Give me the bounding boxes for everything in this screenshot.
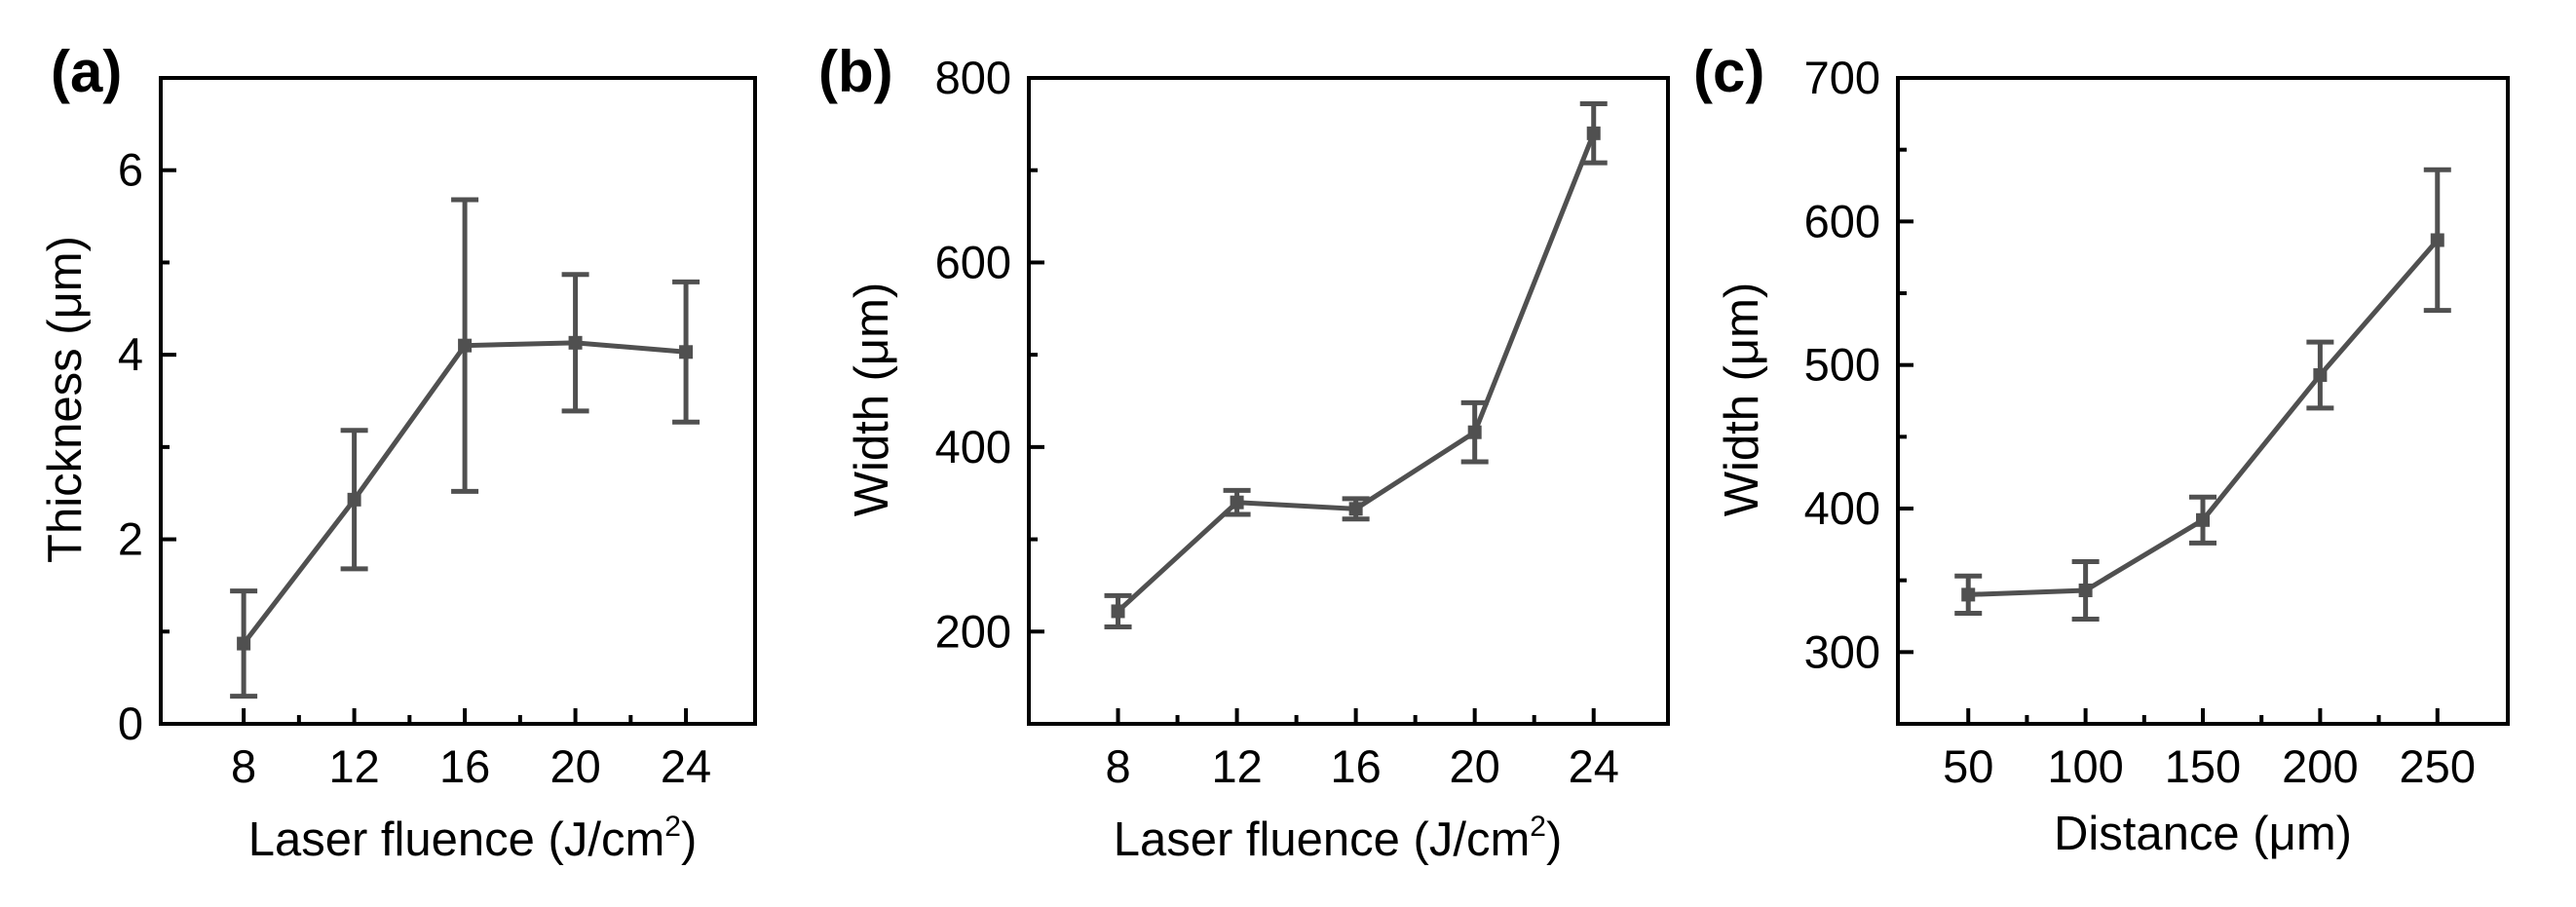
plot-area-b — [1027, 76, 1670, 726]
plot-frame-c — [1896, 76, 2510, 726]
data-point-c-1 — [2078, 583, 2093, 597]
data-point-a-1 — [347, 492, 361, 507]
x-tick-label-a-3: 20 — [549, 740, 600, 792]
y-tick-label-c-3: 600 — [1804, 195, 1880, 246]
y-tick-label-c-2: 500 — [1804, 339, 1880, 391]
x-tick-label-c-2: 150 — [2165, 740, 2241, 792]
plot-frame-a — [159, 76, 757, 726]
x-tick-label-b-0: 8 — [1105, 740, 1130, 792]
data-point-c-4 — [2430, 233, 2444, 247]
y-tick-label-b-1: 400 — [935, 421, 1011, 472]
x-tick-label-b-1: 12 — [1211, 740, 1262, 792]
y-tick-label-c-4: 700 — [1804, 52, 1880, 103]
data-point-b-2 — [1348, 502, 1363, 516]
panel-label-c: (c) — [1693, 39, 1764, 104]
x-tick-label-c-3: 200 — [2282, 740, 2358, 792]
plot-area-c — [1896, 76, 2510, 726]
data-point-b-3 — [1467, 425, 1482, 439]
y-tick-label-a-1: 2 — [118, 513, 143, 565]
y-axis-label-b: Width (μm) — [846, 283, 898, 517]
y-tick-label-a-0: 0 — [118, 698, 143, 749]
data-point-c-0 — [1961, 587, 1976, 602]
y-tick-label-b-3: 800 — [935, 52, 1011, 103]
x-tick-label-c-4: 250 — [2400, 740, 2476, 792]
plot-frame-b — [1027, 76, 1670, 726]
data-point-b-1 — [1230, 495, 1244, 510]
plot-area-a — [159, 76, 757, 726]
x-tick-label-a-1: 12 — [328, 740, 379, 792]
panel-a: (a) 0 2 4 6 8 12 16 20 24 Laser fluence … — [39, 39, 757, 866]
x-axis-label-b: Laser fluence (J/cm2) — [1114, 811, 1563, 866]
data-point-b-4 — [1586, 126, 1601, 140]
panel-label-b: (b) — [818, 39, 893, 104]
panel-b: (b) 200 400 600 800 8 12 16 20 24 Laser … — [818, 39, 1670, 866]
data-point-c-3 — [2313, 367, 2328, 382]
x-tick-label-a-2: 16 — [439, 740, 490, 792]
x-tick-label-c-1: 100 — [2047, 740, 2123, 792]
x-tick-label-a-0: 8 — [231, 740, 256, 792]
x-tick-label-b-3: 20 — [1450, 740, 1500, 792]
x-tick-label-b-4: 24 — [1569, 740, 1619, 792]
x-tick-label-a-4: 24 — [661, 740, 711, 792]
y-axis-label-a: Thickness (μm) — [39, 236, 92, 563]
y-axis-label-c: Width (μm) — [1716, 283, 1768, 517]
x-axis-label-c: Distance (μm) — [2054, 808, 2352, 860]
x-tick-label-c-0: 50 — [1943, 740, 1993, 792]
y-tick-label-c-0: 300 — [1804, 625, 1880, 677]
panel-c: (c) 300 400 500 600 700 50 100 150 200 2… — [1693, 39, 2510, 860]
y-tick-label-c-1: 400 — [1804, 482, 1880, 534]
data-point-b-0 — [1111, 604, 1125, 619]
data-point-a-0 — [237, 636, 251, 651]
series-line-b-0 — [1116, 132, 1597, 614]
data-point-a-4 — [679, 345, 694, 359]
x-axis-label-a: Laser fluence (J/cm2) — [248, 811, 698, 866]
y-tick-label-a-3: 6 — [118, 144, 143, 196]
y-tick-label-a-2: 4 — [118, 328, 143, 380]
data-point-a-2 — [458, 338, 473, 353]
y-tick-label-b-0: 200 — [935, 605, 1011, 657]
data-point-c-2 — [2196, 512, 2210, 527]
y-tick-label-b-2: 600 — [935, 236, 1011, 287]
x-tick-label-b-2: 16 — [1330, 740, 1381, 792]
panel-label-a: (a) — [51, 39, 122, 104]
data-point-a-3 — [568, 335, 583, 350]
